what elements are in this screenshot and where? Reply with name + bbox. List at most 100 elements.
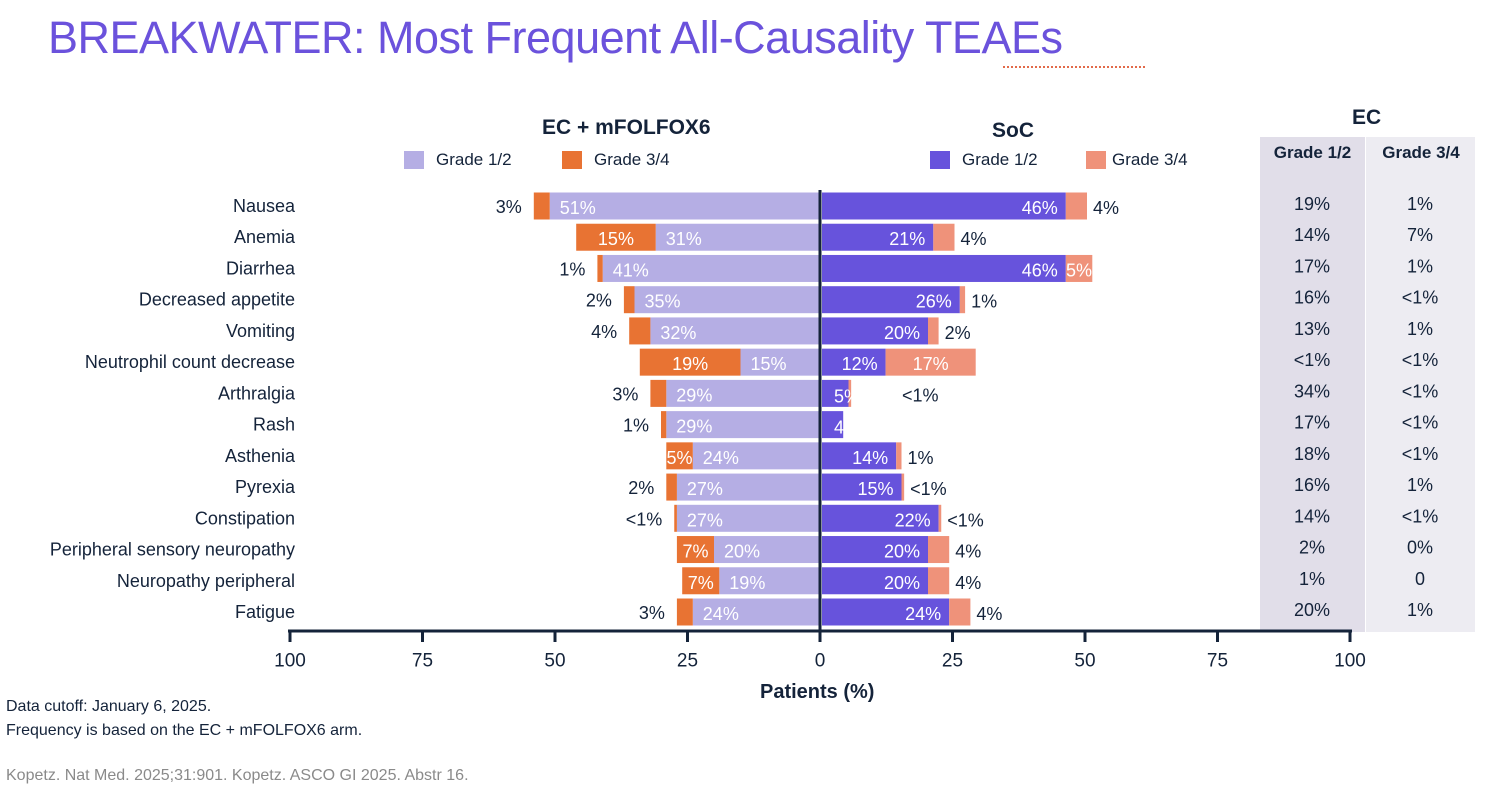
data-label-soc-grade12: 22%: [895, 510, 931, 530]
bar-ec-grade34: [629, 317, 651, 345]
data-label-ec-grade12: 27%: [687, 479, 723, 499]
category-label: Anemia: [234, 227, 296, 247]
bar-ec-grade12: [666, 411, 820, 439]
legend-label: Grade 1/2: [436, 150, 512, 169]
spellcheck-underline: [1003, 66, 1145, 68]
table-cell-grade34: 1%: [1407, 256, 1433, 276]
data-label-soc-grade12: 14%: [852, 448, 888, 468]
bar-soc-grade12: [822, 504, 939, 532]
table-cell-grade34: 0: [1415, 569, 1425, 589]
category-label: Rash: [253, 415, 295, 435]
category-label: Constipation: [195, 508, 295, 528]
bar-soc-grade34: [949, 598, 971, 626]
bar-soc-grade12: [822, 567, 928, 595]
bar-soc-grade34: [959, 286, 966, 314]
bar-soc-grade12: [822, 442, 897, 470]
legend-swatch: [404, 151, 424, 169]
bar-ec-grade34: [674, 504, 677, 532]
bar-ec-grade12: [676, 504, 820, 532]
bar-ec-grade12: [740, 348, 820, 376]
data-label-ec-grade12: 31%: [666, 229, 702, 249]
table-cell-grade12: 14%: [1294, 225, 1330, 245]
bar-ec-grade12: [692, 598, 820, 626]
category-label: Asthenia: [225, 446, 296, 466]
data-label-soc-grade34: 4%: [1093, 198, 1119, 218]
table-cell-grade34: <1%: [1402, 350, 1439, 370]
table-cell-grade34: <1%: [1402, 444, 1439, 464]
table-header-grade34: Grade 3/4: [1382, 143, 1460, 162]
data-label-soc-grade34: 2%: [945, 323, 971, 343]
data-label-ec-grade34: 3%: [496, 197, 522, 217]
data-label-soc-grade12: 20%: [884, 573, 920, 593]
data-label-soc-grade34: <1%: [947, 510, 984, 530]
bar-ec-grade34: [533, 192, 550, 220]
bar-ec-grade12: [602, 254, 820, 282]
group-header-soc: SoC: [992, 119, 1034, 142]
bar-soc-grade12: [822, 348, 886, 376]
category-label: Vomiting: [226, 321, 295, 341]
data-label-ec-grade12: 27%: [687, 510, 723, 530]
data-label-ec-grade34: 7%: [688, 573, 714, 593]
bar-ec-grade34: [639, 348, 741, 376]
data-label-ec-grade12: 29%: [676, 385, 712, 405]
x-tick-label: 25: [677, 651, 698, 672]
data-label-soc-grade34: 1%: [971, 292, 997, 312]
bar-ec-grade34: [666, 442, 693, 470]
table-cell-grade12: 2%: [1299, 538, 1325, 558]
data-label-ec-grade12: 51%: [560, 198, 596, 218]
table-cell-grade12: 17%: [1294, 413, 1330, 433]
data-label-soc-grade12: 24%: [905, 604, 941, 624]
data-label-ec-grade34: 3%: [612, 384, 638, 404]
table-cell-grade34: <1%: [1402, 413, 1439, 433]
data-label-soc-grade34: 1%: [908, 448, 934, 468]
data-label-ec-grade34: <1%: [626, 509, 663, 529]
x-tick-label: 100: [1334, 651, 1366, 672]
table-cell-grade12: 18%: [1294, 444, 1330, 464]
bar-ec-grade34: [661, 411, 667, 439]
table-column-grade12-bg: [1260, 137, 1365, 632]
data-label-ec-grade34: 1%: [559, 259, 585, 279]
bar-soc-grade34: [1065, 192, 1087, 220]
bar-soc-grade34: [928, 317, 939, 345]
table-cell-grade12: 1%: [1299, 569, 1325, 589]
data-label-soc-grade12: 15%: [857, 479, 893, 499]
bar-ec-grade12: [714, 536, 820, 564]
data-label-ec-grade12: 20%: [724, 542, 760, 562]
category-label: Fatigue: [235, 602, 295, 622]
bar-soc-grade12: [822, 411, 844, 439]
bar-soc-grade12: [822, 286, 960, 314]
bar-soc-grade34: [885, 348, 976, 376]
table-cell-grade34: 7%: [1407, 225, 1433, 245]
data-label-ec-grade12: 35%: [645, 292, 681, 312]
bar-ec-grade12: [655, 223, 820, 251]
reference: Kopetz. Nat Med. 2025;31:901. Kopetz. AS…: [6, 767, 469, 784]
data-label-soc-grade34: 4%: [955, 542, 981, 562]
data-label-ec-grade34: 2%: [628, 478, 654, 498]
table-cell-grade34: 1%: [1407, 194, 1433, 214]
bar-soc-grade34: [901, 473, 905, 501]
table-cell-grade12: 20%: [1294, 600, 1330, 620]
data-label-soc-grade12: 21%: [889, 229, 925, 249]
data-label-soc-grade12: 20%: [884, 323, 920, 343]
data-label-soc-grade34: 17%: [913, 354, 949, 374]
bar-ec-grade12: [650, 317, 820, 345]
data-label-ec-grade34: 3%: [639, 603, 665, 623]
data-label-ec-grade12: 41%: [613, 260, 649, 280]
x-tick-label: 75: [412, 651, 433, 672]
table-cell-grade34: <1%: [1402, 506, 1439, 526]
bar-soc-grade12: [822, 192, 1066, 220]
category-label: Diarrhea: [226, 258, 296, 278]
data-label-soc-grade12: 4%: [834, 418, 860, 438]
bar-soc-grade12: [822, 473, 902, 501]
bar-soc-grade34: [1065, 254, 1093, 282]
data-label-ec-grade12: 32%: [660, 323, 696, 343]
data-label-soc-grade34: 4%: [976, 604, 1002, 624]
legend-ec-grade12: Grade 1/2: [404, 150, 512, 170]
table-title: EC: [1352, 106, 1382, 129]
legend-label: Grade 1/2: [962, 150, 1038, 169]
table-cell-grade34: <1%: [1402, 381, 1439, 401]
data-label-ec-grade12: 24%: [703, 448, 739, 468]
table-cell-grade12: 14%: [1294, 506, 1330, 526]
bar-soc-grade12: [822, 379, 849, 407]
